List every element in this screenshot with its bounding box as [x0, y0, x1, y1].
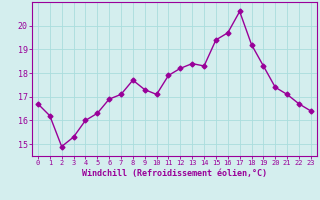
X-axis label: Windchill (Refroidissement éolien,°C): Windchill (Refroidissement éolien,°C)	[82, 169, 267, 178]
